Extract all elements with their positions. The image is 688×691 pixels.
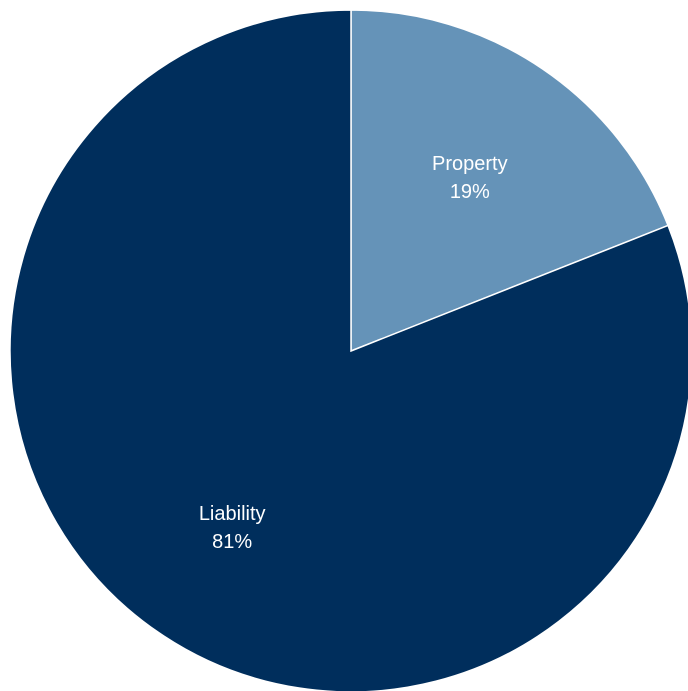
slice-value-label-property: 19%	[450, 181, 490, 203]
pie-slice-liability	[9, 9, 688, 691]
pie-slice-property	[350, 9, 670, 353]
pie-labels: Property 19% Liability 81%	[199, 153, 508, 553]
slice-label-liability: Liability	[199, 503, 266, 525]
slice-value-label-liability: 81%	[212, 531, 252, 553]
slice-label-property: Property	[432, 153, 508, 175]
pie-slices	[9, 9, 688, 691]
